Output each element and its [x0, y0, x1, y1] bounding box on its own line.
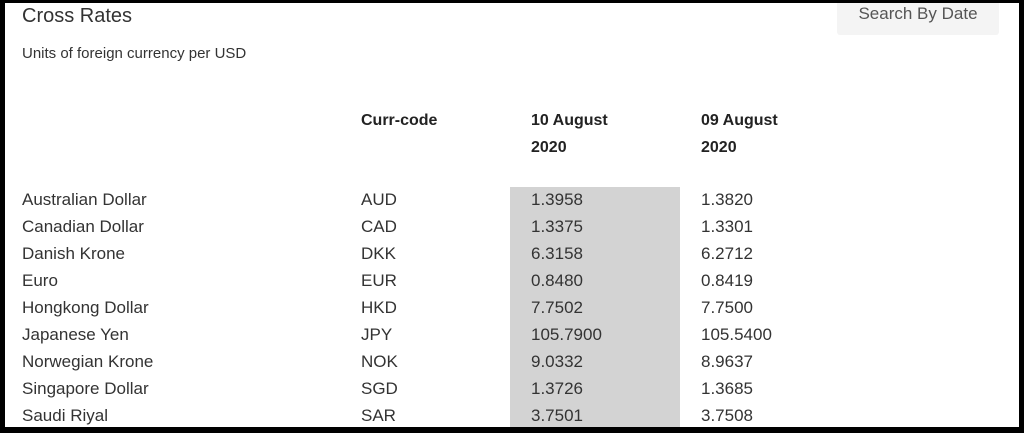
rate-date-2: 7.7500	[701, 298, 753, 317]
page-title: Cross Rates	[22, 5, 133, 27]
header-date-1-line2: 2020	[531, 139, 567, 156]
currency-name: Australian Dollar	[22, 190, 147, 209]
table-row: Norwegian Krone NOK 9.0332 8.9637	[5, 349, 1019, 376]
currency-code: EUR	[361, 271, 397, 290]
header-curr-code: Curr-code	[361, 112, 438, 129]
table-row: Danish Krone DKK 6.3158 6.2712	[5, 241, 1019, 268]
rate-date-2: 1.3820	[701, 190, 753, 209]
header-date-1: 10 August 2020	[531, 107, 608, 161]
rate-date-1: 1.3726	[531, 379, 583, 398]
rate-date-2: 1.3301	[701, 217, 753, 236]
search-by-date-button[interactable]: Search By Date	[837, 3, 999, 35]
table-row: Saudi Riyal SAR 3.7501 3.7508	[5, 403, 1019, 427]
currency-code: SAR	[361, 406, 396, 425]
rate-date-1: 9.0332	[531, 352, 583, 371]
currency-name: Japanese Yen	[22, 325, 129, 344]
table-row: Japanese Yen JPY 105.7900 105.5400	[5, 322, 1019, 349]
subtitle: Units of foreign currency per USD	[22, 45, 247, 62]
currency-code: CAD	[361, 217, 397, 236]
header-date-2-line2: 2020	[701, 139, 737, 156]
rate-date-1: 1.3958	[531, 190, 583, 209]
rate-date-2: 105.5400	[701, 325, 772, 344]
rate-date-2: 3.7508	[701, 406, 753, 425]
rate-date-2: 8.9637	[701, 352, 753, 371]
cross-rates-panel: Cross Rates Search By Date Units of fore…	[5, 3, 1019, 427]
currency-name: Norwegian Krone	[22, 352, 154, 371]
currency-name: Euro	[22, 271, 58, 290]
table-row: Euro EUR 0.8480 0.8419	[5, 268, 1019, 295]
currency-code: SGD	[361, 379, 398, 398]
currency-name: Singapore Dollar	[22, 379, 149, 398]
header-date-2-line1: 09 August	[701, 112, 778, 129]
table-row: Singapore Dollar SGD 1.3726 1.3685	[5, 376, 1019, 403]
table-row: Australian Dollar AUD 1.3958 1.3820	[5, 187, 1019, 214]
highlighted-column	[510, 187, 680, 427]
rate-date-1: 6.3158	[531, 244, 583, 263]
currency-code: HKD	[361, 298, 397, 317]
currency-code: AUD	[361, 190, 397, 209]
rate-date-1: 0.8480	[531, 271, 583, 290]
currency-code: NOK	[361, 352, 398, 371]
rate-date-1: 7.7502	[531, 298, 583, 317]
currency-name: Saudi Riyal	[22, 406, 108, 425]
currency-name: Canadian Dollar	[22, 217, 144, 236]
currency-name: Danish Krone	[22, 244, 126, 263]
currency-code: DKK	[361, 244, 396, 263]
header-date-1-line1: 10 August	[531, 112, 608, 129]
rates-table: Australian Dollar AUD 1.3958 1.3820 Cana…	[5, 187, 1019, 427]
rate-date-2: 0.8419	[701, 271, 753, 290]
currency-code: JPY	[361, 325, 393, 344]
rate-date-2: 1.3685	[701, 379, 753, 398]
header-date-2: 09 August 2020	[701, 107, 778, 161]
table-row: Canadian Dollar CAD 1.3375 1.3301	[5, 214, 1019, 241]
table-row: Hongkong Dollar HKD 7.7502 7.7500	[5, 295, 1019, 322]
rate-date-1: 1.3375	[531, 217, 583, 236]
rate-date-1: 105.7900	[531, 325, 602, 344]
rate-date-2: 6.2712	[701, 244, 753, 263]
currency-name: Hongkong Dollar	[22, 298, 149, 317]
rate-date-1: 3.7501	[531, 406, 583, 425]
